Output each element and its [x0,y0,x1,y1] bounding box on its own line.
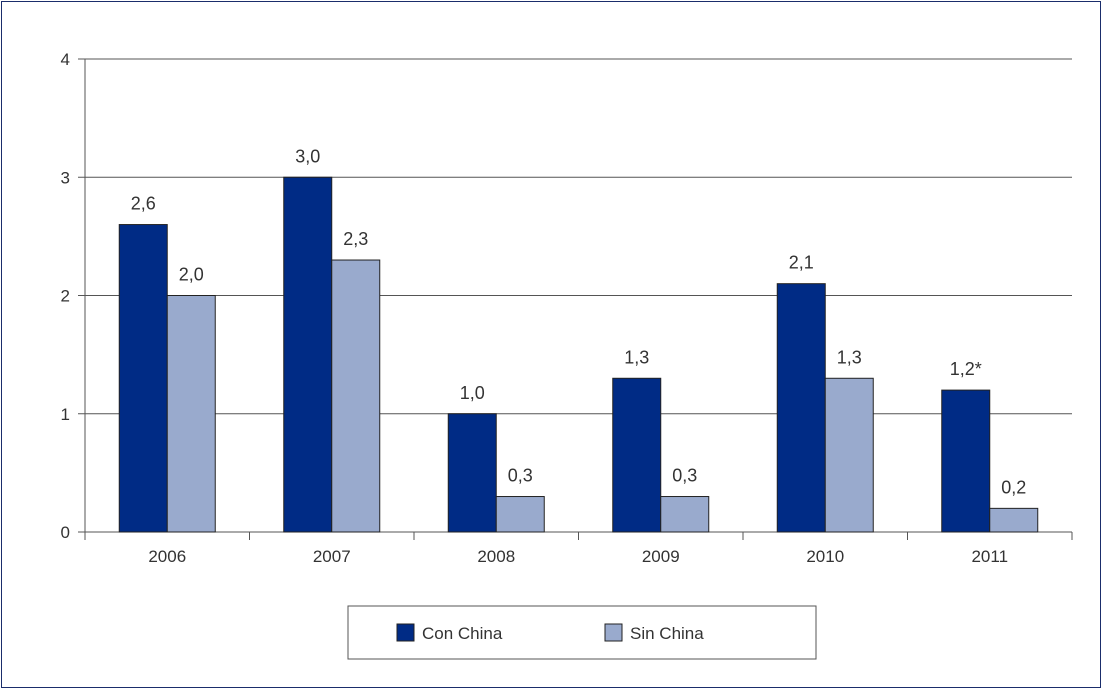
bar-sin-china [989,507,1039,533]
legend-swatch [396,623,415,642]
bar-con-china [612,377,662,533]
legend-label: Sin China [630,624,704,643]
x-tick-label: 2009 [642,547,680,566]
data-label: 1,3 [837,347,862,367]
bar-con-china [941,389,991,533]
bar-sin-china [824,377,874,533]
bar-con-china [118,224,168,533]
x-tick-label: 2010 [806,547,844,566]
data-label: 1,3 [624,347,649,367]
x-tick-label: 2011 [971,547,1008,566]
y-tick-label: 1 [61,405,70,424]
bar-sin-china [495,496,545,533]
y-tick-label: 3 [61,168,70,187]
data-label: 3,0 [295,146,320,166]
x-tick-label: 2007 [313,547,351,566]
y-tick-label: 2 [61,287,70,306]
x-tick-label: 2006 [148,547,186,566]
y-tick-label: 0 [61,523,70,542]
data-label: 0,2 [1001,477,1026,497]
bar-con-china [776,283,826,533]
data-label: 2,3 [343,229,368,249]
data-label: 2,6 [131,194,156,214]
bar-sin-china [331,259,381,533]
data-label: 0,3 [672,466,697,486]
bar-con-china [447,413,497,533]
data-label: 0,3 [508,466,533,486]
bar-sin-china [660,496,710,533]
bar-sin-china [166,295,216,533]
data-label: 1,0 [460,383,485,403]
legend-swatch [604,623,623,642]
data-label: 2,0 [179,265,204,285]
data-label: 2,1 [789,253,814,273]
y-tick-label: 4 [61,50,70,69]
legend-label: Con China [422,624,503,643]
legend-box [347,605,817,660]
data-label: 1,2* [950,359,982,379]
bar-con-china [283,176,333,533]
x-tick-label: 2008 [477,547,515,566]
